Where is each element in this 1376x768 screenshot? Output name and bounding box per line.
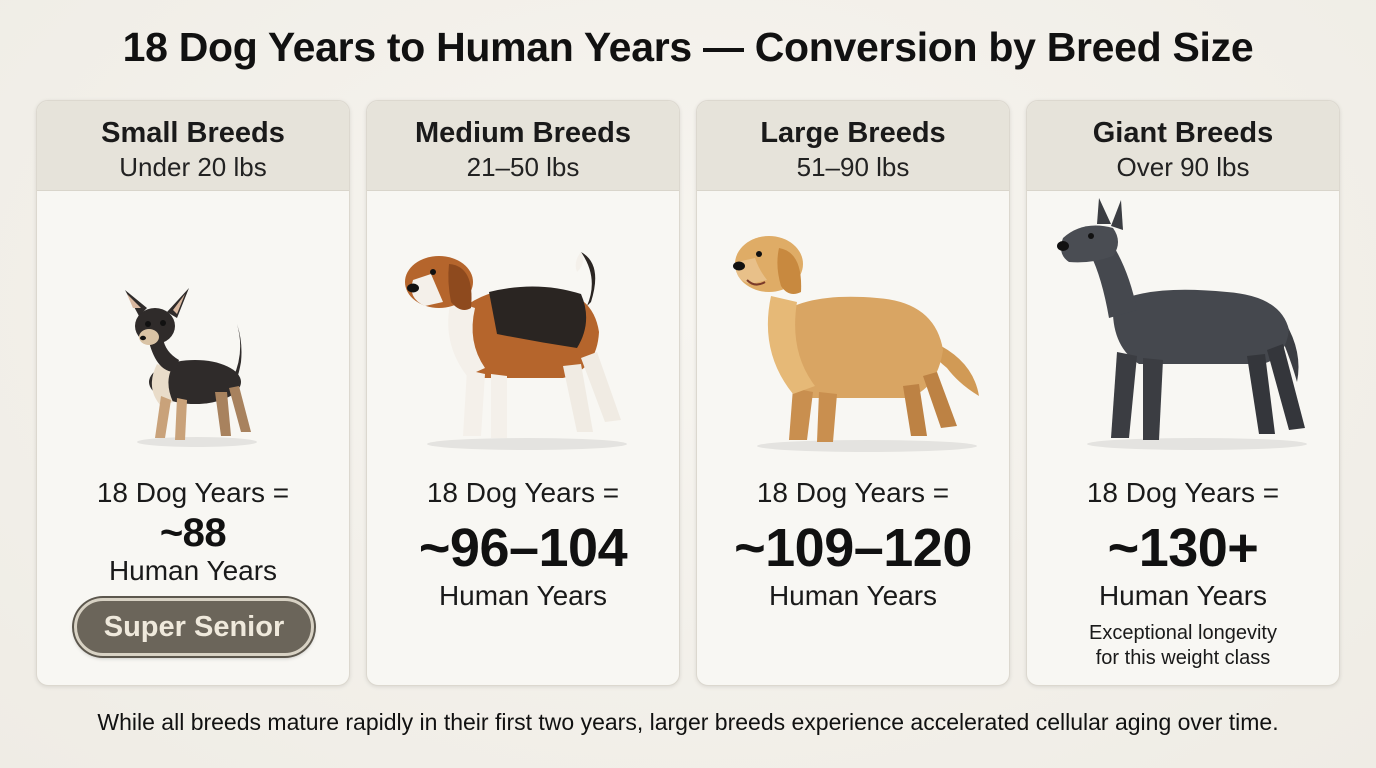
- weight-range: Under 20 lbs: [119, 152, 267, 182]
- card-header: Giant Breeds Over 90 lbs: [1027, 101, 1339, 191]
- card-header: Small Breeds Under 20 lbs: [37, 101, 349, 191]
- breed-size-title: Medium Breeds: [415, 117, 631, 149]
- human-years-value: ~130+: [1107, 518, 1259, 578]
- golden-retriever-illustration: [697, 192, 1009, 462]
- card-large-breeds: Large Breeds 51–90 lbs: [696, 100, 1010, 686]
- human-years-label: Human Years: [438, 580, 608, 611]
- card-header: Medium Breeds 21–50 lbs: [367, 101, 679, 191]
- card-medium-breeds: Medium Breeds 21–50 lbs: [366, 100, 680, 686]
- human-years-value: ~96–104: [418, 518, 628, 578]
- breed-size-title: Small Breeds: [101, 117, 285, 149]
- weight-range: Over 90 lbs: [1116, 152, 1250, 182]
- dog-years-label: 18 Dog Years =: [756, 477, 950, 508]
- weight-range: 21–50 lbs: [466, 152, 580, 182]
- card-small-breeds: Small Breeds Under 20 lbs: [36, 100, 350, 686]
- human-years-label: Human Years: [108, 555, 278, 586]
- breed-size-title: Giant Breeds: [1092, 117, 1274, 149]
- footer-caption: While all breeds mature rapidly in their…: [97, 709, 1279, 735]
- dog-years-label: 18 Dog Years =: [1086, 477, 1280, 508]
- super-senior-badge: Super Senior: [74, 598, 314, 656]
- human-years-value: ~109–120: [734, 518, 972, 578]
- human-years-label: Human Years: [1098, 580, 1268, 611]
- card-giant-breeds: Giant Breeds Over 90 lbs: [1026, 100, 1340, 686]
- dog-years-label: 18 Dog Years =: [426, 477, 620, 508]
- breed-cards: Small Breeds Under 20 lbs: [36, 100, 1341, 686]
- card-header: Large Breeds 51–90 lbs: [697, 101, 1009, 191]
- longevity-note-line1: Exceptional longevity: [1089, 622, 1277, 644]
- great-dane-illustration: [1027, 192, 1339, 462]
- human-years-label: Human Years: [768, 580, 938, 611]
- dog-years-label: 18 Dog Years =: [96, 477, 290, 508]
- chihuahua-illustration: [37, 192, 349, 462]
- longevity-note-line2: for this weight class: [1095, 647, 1271, 669]
- beagle-illustration: [367, 192, 679, 462]
- weight-range: 51–90 lbs: [796, 152, 910, 182]
- page-title: 18 Dog Years to Human Years — Conversion…: [122, 24, 1254, 70]
- breed-size-title: Large Breeds: [760, 117, 946, 149]
- human-years-value: ~88: [159, 511, 227, 555]
